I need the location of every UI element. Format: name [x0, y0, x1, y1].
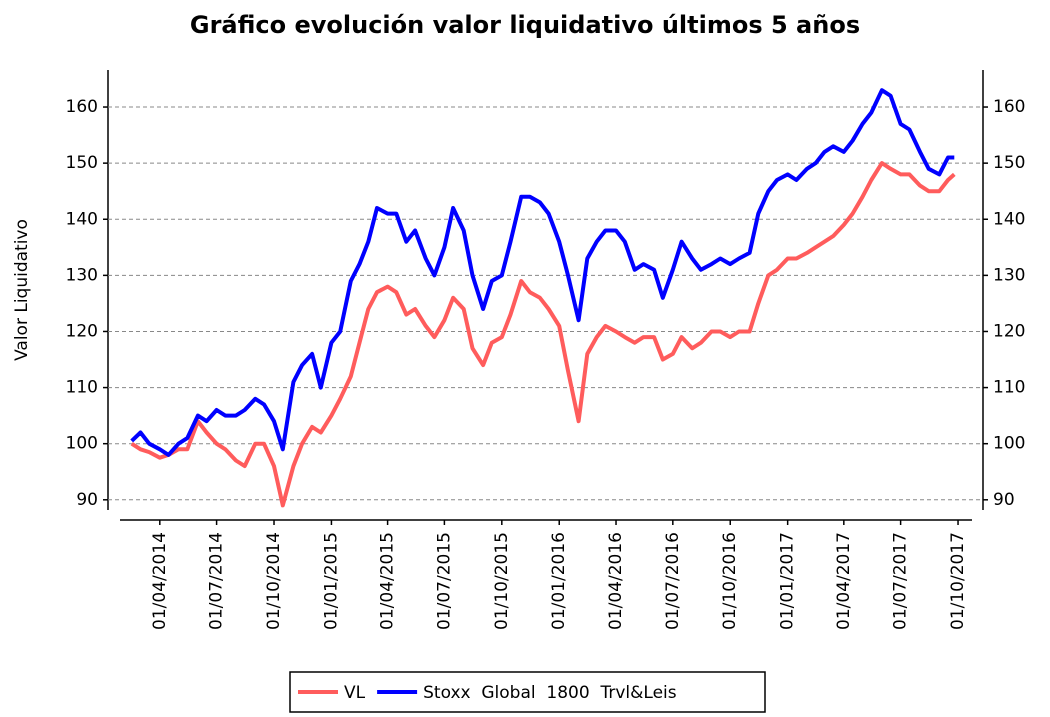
x-tick-label: 01/07/2014 — [207, 532, 227, 630]
x-tick-label: 01/04/2016 — [606, 532, 626, 630]
y2-tick-label: 130 — [993, 265, 1025, 285]
legend-label: Stoxx Global 1800 Trvl&Leis — [423, 683, 677, 703]
x-tick-label: 01/01/2016 — [549, 532, 569, 630]
x-tick-label: 01/04/2017 — [834, 532, 854, 630]
x-tick-label: 01/04/2015 — [378, 532, 398, 630]
x-tick-label: 01/10/2017 — [948, 532, 968, 630]
y-tick-label: 150 — [66, 153, 98, 173]
y2-tick-label: 160 — [993, 97, 1025, 117]
y2-tick-label: 110 — [993, 378, 1025, 398]
y-tick-label: 100 — [66, 434, 98, 454]
series-line — [130, 161, 956, 508]
x-tick-label: 01/04/2014 — [150, 532, 170, 630]
y-tick-label: 110 — [66, 378, 98, 398]
y2-tick-label: 120 — [993, 321, 1025, 341]
y-tick-label: 90 — [76, 490, 98, 510]
y2-tick-label: 90 — [993, 490, 1015, 510]
y-tick-label: 160 — [66, 97, 98, 117]
x-tick-label: 01/01/2015 — [321, 532, 341, 630]
y-tick-label: 120 — [66, 321, 98, 341]
legend-items: VL Stoxx Global 1800 Trvl&Leis — [298, 683, 677, 703]
y2-tick-label: 100 — [993, 434, 1025, 454]
series-line — [130, 88, 955, 457]
chart-title: Gráfico evolución valor liquidativo últi… — [190, 11, 860, 39]
x-tick-label: 01/10/2014 — [264, 532, 284, 630]
legend-label: VL — [344, 683, 366, 703]
x-tick-label: 01/07/2015 — [434, 532, 454, 630]
y2-tick-label: 150 — [993, 153, 1025, 173]
y2-tick-label: 140 — [993, 209, 1025, 229]
y-tick-label: 130 — [66, 265, 98, 285]
legend — [289, 671, 766, 713]
x-tick-label: 01/10/2016 — [720, 532, 740, 630]
y-tick-label: 140 — [66, 209, 98, 229]
x-tick-label: 01/10/2015 — [492, 532, 512, 630]
x-tick-label: 01/01/2017 — [778, 532, 798, 630]
x-tick-label: 01/07/2016 — [663, 532, 683, 630]
y-axis-label: Valor Liquidativo — [12, 219, 32, 361]
x-tick-label: 01/07/2017 — [891, 532, 911, 630]
